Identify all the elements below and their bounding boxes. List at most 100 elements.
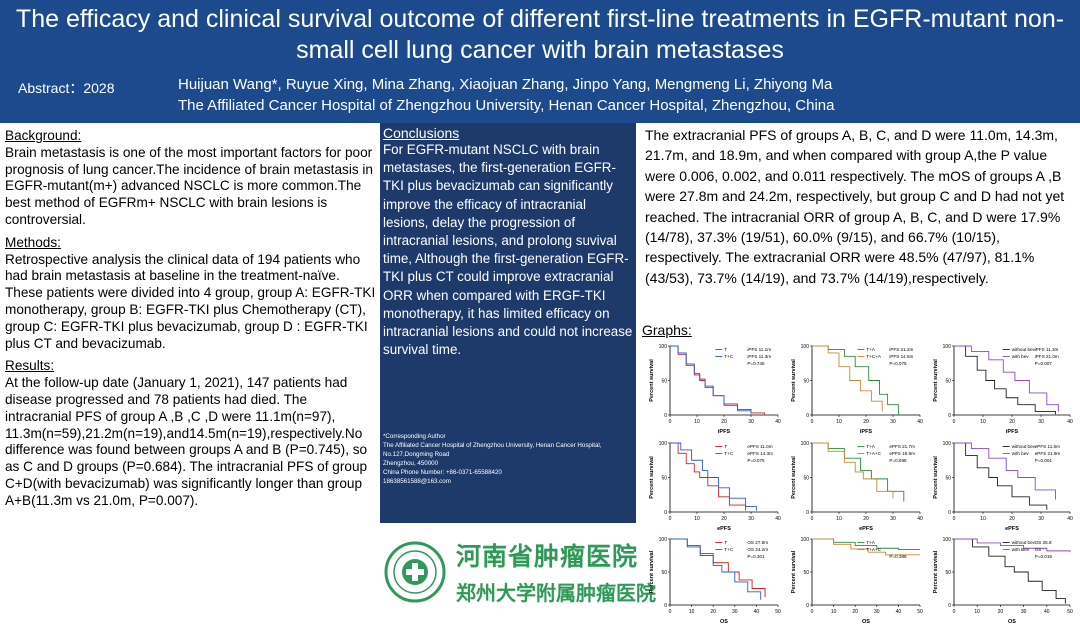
y-tick-label: 50 (661, 379, 667, 385)
p-value-label: P=0.007 (1035, 361, 1053, 366)
p-value-label: P=0.745 (747, 361, 765, 366)
x-tick-label: 0 (811, 609, 814, 615)
survival-curve (954, 538, 1071, 553)
x-tick-label: 20 (710, 609, 716, 615)
km-chart-9: 0 50 100 0 10 20 30 40 50 Percent survival OS witho… (933, 537, 1073, 625)
survival-curve (812, 442, 894, 499)
legend-label: with bev (1012, 354, 1030, 359)
legend-stat: iPFS 11.3m (1035, 347, 1059, 352)
p-value-label: P=0.301 (747, 554, 765, 559)
x-tick-label: 10 (836, 516, 842, 522)
y-tick-label: 0 (948, 603, 951, 609)
legend-label: T+C (724, 547, 733, 552)
legend-stat: iPFS 14.5m (889, 354, 913, 359)
y-tick-label: 100 (659, 537, 668, 543)
legend-label: without bev (1012, 347, 1036, 352)
y-axis-label: Percent survival (933, 550, 939, 593)
affiliation: The Affiliated Cancer Hospital of Zhengz… (178, 97, 835, 114)
legend-stat: OS 24.2m (747, 547, 768, 552)
left-column: Background: Brain metastasis is one of t… (5, 128, 377, 516)
y-axis-label: Percent survival (791, 456, 797, 499)
y-tick-label: 0 (948, 413, 951, 419)
x-axis-label: OS (1008, 619, 1016, 625)
x-tick-label: 30 (890, 516, 896, 522)
y-tick-label: 0 (806, 603, 809, 609)
legend-label: T+A+C (866, 547, 881, 552)
x-axis-label: ePFS (717, 526, 731, 532)
km-chart-7: 0 50 100 0 10 20 30 40 50 Percent survival OS T OS 2… (649, 537, 781, 625)
legend-stat: OS 25.8 (1035, 540, 1052, 545)
y-tick-label: 50 (945, 379, 951, 385)
y-tick-label: 50 (945, 476, 951, 482)
x-tick-label: 20 (1009, 516, 1015, 522)
background-text: Brain metastasis is one of the most impo… (5, 144, 373, 227)
hospital-logo: 河南省肿瘤医院 郑州大学附属肿瘤医院 (380, 533, 656, 623)
x-tick-label: 40 (917, 516, 923, 522)
x-tick-label: 30 (748, 516, 754, 522)
legend-label: T (724, 347, 727, 352)
legend-stat: iPFS 21.0m (1035, 354, 1059, 359)
legend-label: T+C+A (866, 354, 881, 359)
y-axis-label: Percent survival (933, 359, 939, 402)
y-tick-label: 100 (943, 344, 952, 350)
x-tick-label: 10 (694, 516, 700, 522)
x-axis-label: iPFS (860, 429, 873, 435)
y-axis-label: Percent survival (649, 550, 655, 593)
x-tick-label: 0 (953, 419, 956, 425)
x-tick-label: 30 (748, 419, 754, 425)
x-tick-label: 0 (811, 516, 814, 522)
x-tick-label: 40 (775, 419, 781, 425)
x-tick-label: 20 (998, 609, 1004, 615)
abstract-number: Abstract：2028 (18, 80, 115, 96)
legend-stat: iPFS 11.1m (747, 347, 771, 352)
poster-header: The efficacy and clinical survival outco… (0, 0, 1080, 123)
y-tick-label: 0 (948, 510, 951, 516)
legend-label: T+C (724, 451, 733, 456)
y-tick-label: 0 (664, 510, 667, 516)
survival-curve (954, 345, 1056, 415)
survival-curve (954, 442, 1056, 500)
contact-line: China Phone Number: +86-0371-65588420 (383, 469, 502, 476)
legend-label: T+A+C (866, 451, 881, 456)
x-tick-label: 40 (896, 609, 902, 615)
contact-line: The Affiliated Cancer Hospital of Zhengz… (383, 442, 602, 449)
x-tick-label: 20 (721, 419, 727, 425)
x-tick-label: 0 (669, 419, 672, 425)
contact-line: No.127,Dongming Road (383, 451, 450, 458)
x-tick-label: 30 (1021, 609, 1027, 615)
legend-label: T+A (866, 444, 875, 449)
x-tick-label: 40 (775, 516, 781, 522)
university-hospital-name-cn: 郑州大学附属肿瘤医院 (456, 581, 656, 605)
legend-stat: OS 27.8m (747, 540, 768, 545)
y-tick-label: 100 (943, 441, 952, 447)
x-tick-label: 50 (1067, 609, 1073, 615)
legend-stat: OS - (1035, 547, 1045, 552)
y-tick-label: 100 (659, 344, 668, 350)
y-tick-label: 0 (806, 510, 809, 516)
x-tick-label: 30 (874, 609, 880, 615)
x-axis-label: iPFS (718, 429, 731, 435)
contact-box: *Corresponding Author The Affiliated Can… (380, 429, 636, 523)
legend-label: with Bev (1012, 547, 1030, 552)
y-tick-label: 0 (664, 413, 667, 419)
x-tick-label: 40 (917, 419, 923, 425)
y-axis-label: Percent survival (791, 550, 797, 593)
legend-stat: iPFS 21.2m (889, 347, 913, 352)
legend-stat: ePFS 14.3m (747, 451, 773, 456)
conclusions-box: Conclusions For EGFR-mutant NSCLC with b… (380, 123, 636, 429)
poster-title: The efficacy and clinical survival outco… (15, 5, 1065, 64)
y-tick-label: 100 (659, 441, 668, 447)
x-tick-label: 20 (852, 609, 858, 615)
p-value-label: P=0.698 (889, 458, 907, 463)
results-heading: Results: (5, 358, 55, 374)
legend-label: T (724, 444, 727, 449)
survival-curve (954, 345, 1059, 412)
km-chart-3: 0 50 100 0 10 20 30 40 Percent survival iPFS witho… (933, 344, 1073, 435)
survival-curve (670, 345, 752, 414)
y-axis-label: Percent survival (791, 359, 797, 402)
x-tick-label: 40 (1067, 516, 1073, 522)
legend-stat: ePFS 11.0m (747, 444, 772, 449)
x-tick-label: 10 (689, 609, 695, 615)
survival-curve (812, 538, 920, 556)
survival-curve (670, 538, 766, 598)
